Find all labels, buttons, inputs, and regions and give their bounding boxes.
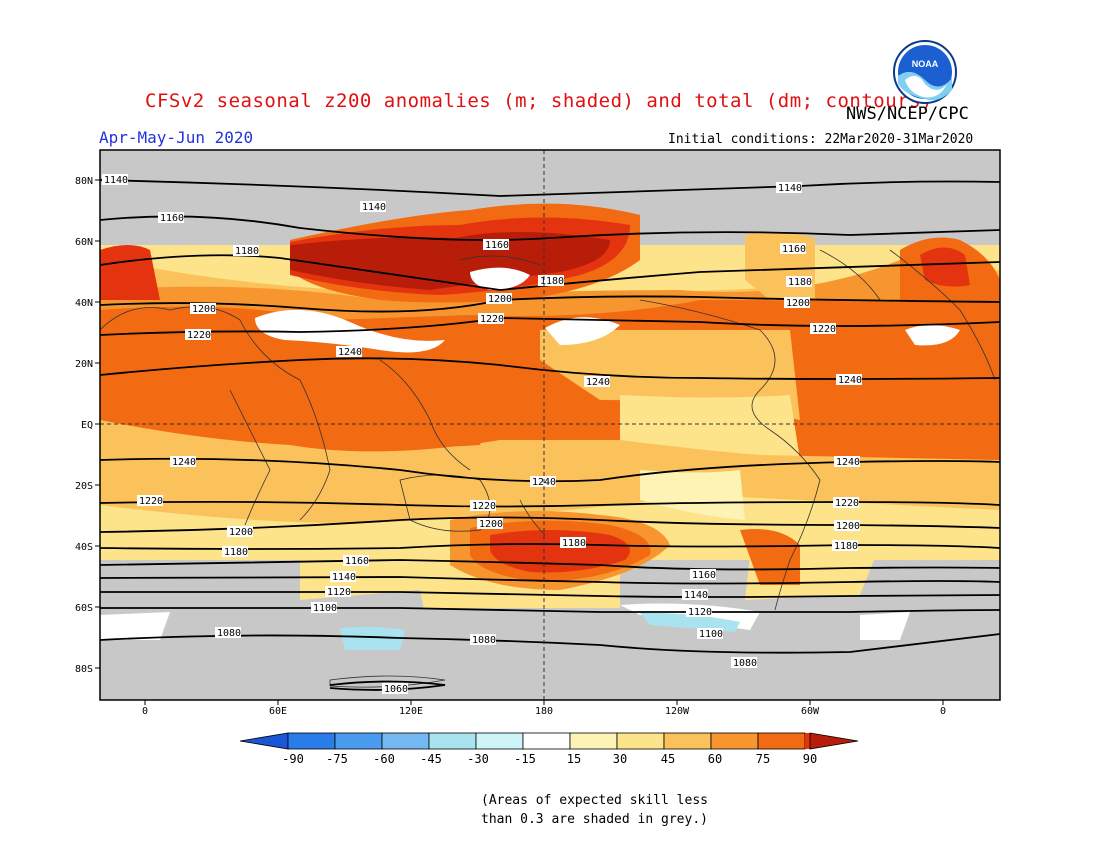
contour-labels: 1140 1140 1140 1160 1160 1160 1180 1180 … bbox=[102, 174, 862, 695]
colorbar-label: 90 bbox=[803, 752, 817, 766]
contour-label: 1140 bbox=[362, 202, 386, 213]
lat-tick-label: 20S bbox=[75, 481, 93, 492]
lat-tick-label: 80S bbox=[75, 664, 93, 675]
contour-label: 1220 bbox=[472, 501, 496, 512]
colorbar-label: -90 bbox=[282, 752, 304, 766]
noaa-logo: NOAA bbox=[893, 40, 957, 104]
lat-tick-label: 60N bbox=[75, 237, 93, 248]
lon-tick-label: 120W bbox=[665, 706, 690, 717]
contour-label: 1160 bbox=[692, 570, 716, 581]
contour-label: 1200 bbox=[479, 519, 503, 530]
contour-label: 1080 bbox=[217, 628, 241, 639]
contour-label: 1180 bbox=[834, 541, 858, 552]
latitude-axis: 80N 60N 40N 20N EQ 20S 40S 60S 80S bbox=[75, 176, 100, 675]
lon-tick-label: 60E bbox=[269, 706, 287, 717]
contour-label: 1120 bbox=[327, 587, 351, 598]
contour-label: 1220 bbox=[480, 314, 504, 325]
lat-tick-label: 40N bbox=[75, 298, 93, 309]
contour-label: 1240 bbox=[338, 347, 362, 358]
colorbar-label: 30 bbox=[613, 752, 627, 766]
agency-label: NWS/NCEP/CPC bbox=[846, 104, 969, 124]
contour-label: 1140 bbox=[778, 183, 802, 194]
colorbar-swatch bbox=[569, 732, 618, 750]
contour-label: 1100 bbox=[699, 629, 723, 640]
colorbar-label: 15 bbox=[567, 752, 581, 766]
lat-tick-label: 20N bbox=[75, 359, 93, 370]
contour-label: 1120 bbox=[688, 607, 712, 618]
contour-label: 1220 bbox=[835, 498, 859, 509]
colorbar-swatch bbox=[239, 732, 289, 750]
colorbar-swatch bbox=[428, 732, 477, 750]
chart-title: CFSv2 seasonal z200 anomalies (m; shaded… bbox=[145, 90, 933, 112]
colorbar-swatch bbox=[809, 732, 859, 750]
contour-label: 1220 bbox=[139, 496, 163, 507]
contour-label: 1240 bbox=[836, 457, 860, 468]
footnote-line-2: than 0.3 are shaded in grey.) bbox=[481, 812, 708, 827]
lon-tick-label: 120E bbox=[399, 706, 423, 717]
contour-label: 1240 bbox=[586, 377, 610, 388]
lon-tick-label: 0 bbox=[142, 706, 148, 717]
contour-label: 1080 bbox=[733, 658, 757, 669]
lat-tick-label: EQ bbox=[81, 420, 93, 431]
contour-label: 1180 bbox=[540, 276, 564, 287]
longitude-axis: 0 60E 120E 180 120W 60W 0 bbox=[142, 700, 946, 717]
lat-tick-label: 80N bbox=[75, 176, 93, 187]
colorbar-label: -60 bbox=[373, 752, 395, 766]
contour-label: 1200 bbox=[836, 521, 860, 532]
lon-tick-label: 60W bbox=[801, 706, 820, 717]
contour-label: 1160 bbox=[345, 556, 369, 567]
lon-tick-label: 180 bbox=[535, 706, 553, 717]
contour-label: 1160 bbox=[485, 240, 509, 251]
contour-label: 1180 bbox=[788, 277, 812, 288]
contour-label: 1200 bbox=[229, 527, 253, 538]
contour-label: 1200 bbox=[192, 304, 216, 315]
contour-label: 1200 bbox=[786, 298, 810, 309]
colorbar-swatch bbox=[287, 732, 336, 750]
contour-label: 1080 bbox=[472, 635, 496, 646]
colorbar-label: -45 bbox=[420, 752, 442, 766]
colorbar-swatch bbox=[805, 733, 810, 749]
contour-label: 1180 bbox=[562, 538, 586, 549]
colorbar-label: -30 bbox=[467, 752, 489, 766]
contour-label: 1180 bbox=[224, 547, 248, 558]
colorbar-label: -15 bbox=[514, 752, 536, 766]
lon-tick-label: 0 bbox=[940, 706, 946, 717]
contour-label: 1240 bbox=[172, 457, 196, 468]
initial-conditions-label: Initial conditions: 22Mar2020-31Mar2020 bbox=[668, 132, 974, 147]
colorbar-swatch bbox=[334, 732, 383, 750]
colorbar-label: -75 bbox=[326, 752, 348, 766]
contour-label: 1100 bbox=[313, 603, 337, 614]
colorbar-swatch bbox=[616, 732, 665, 750]
contour-label: 1060 bbox=[384, 684, 408, 695]
colorbar-swatch bbox=[663, 732, 712, 750]
contour-label: 1160 bbox=[160, 213, 184, 224]
coastlines bbox=[100, 249, 996, 688]
logo-text: NOAA bbox=[912, 59, 939, 69]
shading-layer bbox=[100, 150, 1000, 700]
footnote-line-1: (Areas of expected skill less bbox=[481, 793, 708, 808]
colorbar-swatch bbox=[710, 732, 759, 750]
colorbar-swatch bbox=[522, 732, 571, 750]
contour-label: 1140 bbox=[104, 175, 128, 186]
contour-label: 1220 bbox=[187, 330, 211, 341]
colorbar-label: 60 bbox=[708, 752, 722, 766]
contour-label: 1220 bbox=[812, 324, 836, 335]
colorbar-swatch bbox=[757, 732, 806, 750]
map-frame bbox=[99, 149, 1001, 701]
contour-label: 1240 bbox=[838, 375, 862, 386]
period-label: Apr-May-Jun 2020 bbox=[99, 128, 254, 147]
colorbar: -90 -75 -60 -45 -30 -15 15 30 45 60 75 9… bbox=[239, 732, 859, 766]
colorbar-label: 75 bbox=[756, 752, 770, 766]
colorbar-swatch bbox=[475, 732, 524, 750]
lat-tick-label: 40S bbox=[75, 542, 93, 553]
colorbar-label: 45 bbox=[661, 752, 675, 766]
contour-label: 1180 bbox=[235, 246, 259, 257]
lat-tick-label: 60S bbox=[75, 603, 93, 614]
contour-label: 1140 bbox=[684, 590, 708, 601]
contour-label: 1140 bbox=[332, 572, 356, 583]
contour-label: 1200 bbox=[488, 294, 512, 305]
contour-label: 1160 bbox=[782, 244, 806, 255]
colorbar-swatch bbox=[381, 732, 430, 750]
